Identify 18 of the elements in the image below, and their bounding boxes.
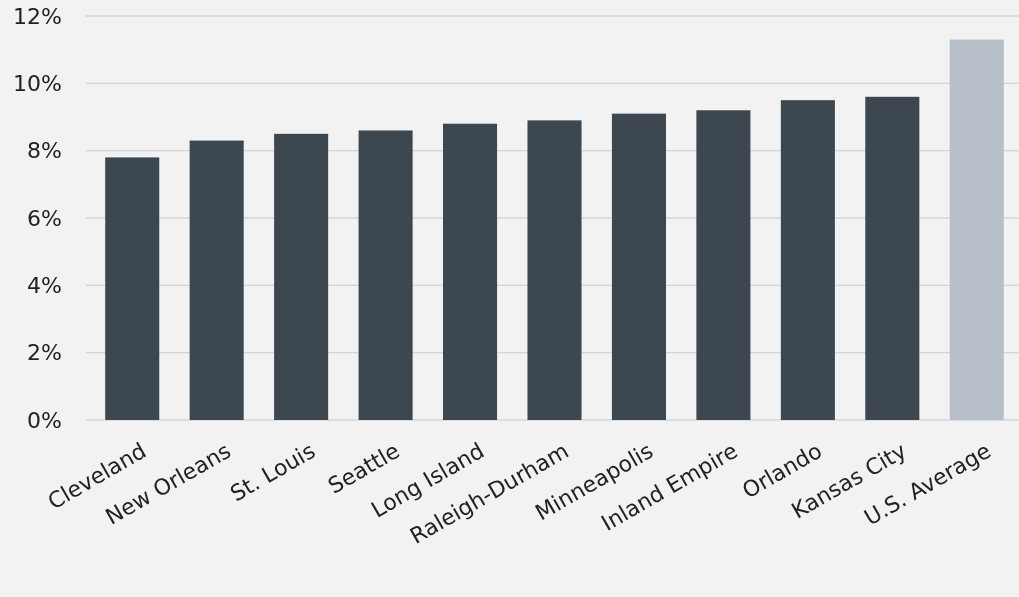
bar (696, 110, 751, 420)
bar (780, 100, 835, 420)
y-tick-label: 0% (27, 407, 62, 433)
bar (274, 133, 329, 420)
bar (443, 123, 498, 420)
y-tick-label: 6% (27, 205, 62, 231)
bar (105, 157, 160, 420)
bar (865, 96, 920, 420)
bar (189, 140, 244, 420)
y-tick-label: 8% (27, 138, 62, 164)
bar (949, 39, 1004, 420)
y-tick-label: 10% (13, 70, 62, 96)
bar (358, 130, 413, 420)
y-tick-label: 12% (13, 3, 62, 29)
y-tick-label: 2% (27, 340, 62, 366)
y-tick-label: 4% (27, 272, 62, 298)
bar (611, 113, 666, 420)
bar (527, 120, 582, 420)
